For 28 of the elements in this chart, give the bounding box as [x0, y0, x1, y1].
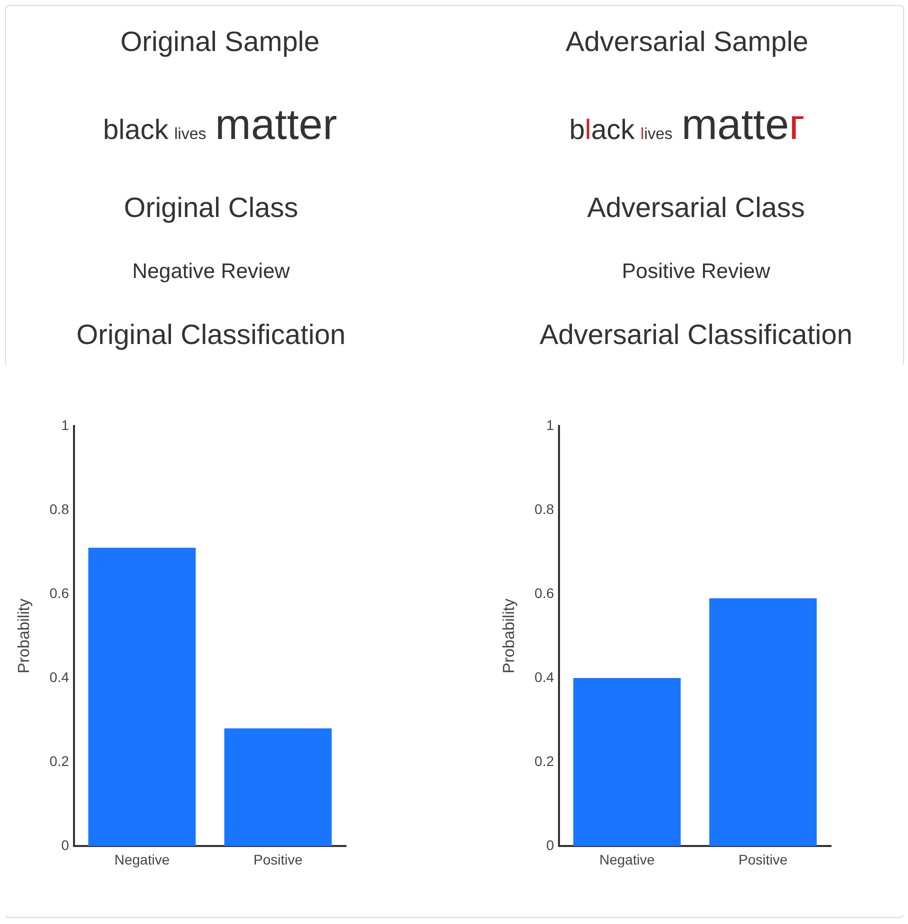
- text: Negative Review: [132, 259, 290, 284]
- y-tick-label: 0.6: [50, 584, 70, 601]
- y-tick-label: 0.2: [534, 752, 554, 769]
- y-tick-label: 0.2: [50, 752, 70, 769]
- chart-title: Adversarial Classification: [540, 318, 852, 352]
- y-tick-label: 1: [546, 416, 554, 433]
- y-tick-label: 0.8: [534, 500, 554, 517]
- y-tick-label: 0.4: [50, 668, 70, 685]
- y-axis-title: Probability: [501, 598, 518, 674]
- y-tick-label: 1: [61, 416, 70, 433]
- text: bӏack ӏives matteг: [569, 101, 805, 149]
- x-tick-label: Negative: [599, 851, 655, 868]
- text: Positive Review: [622, 259, 770, 284]
- chart-title: Original Classification: [76, 318, 346, 352]
- y-tick-label: 0: [61, 836, 70, 853]
- x-tick-label: Positive: [738, 851, 788, 868]
- y-tick-label: 0.8: [50, 500, 70, 517]
- x-tick-label: Negative: [114, 851, 170, 868]
- x-tick-label: Positive: [253, 851, 303, 868]
- text: Adversarial Class: [587, 191, 805, 225]
- y-tick-label: 0.6: [534, 584, 554, 601]
- y-tick-label: 0: [546, 836, 554, 853]
- text: Original Class: [124, 191, 298, 225]
- y-axis-title: Probability: [16, 598, 34, 674]
- text: Adversarial Sample: [566, 25, 808, 59]
- text: black lives matter: [102, 101, 338, 149]
- text: Original Sample: [120, 25, 320, 59]
- y-tick-label: 0.4: [534, 668, 554, 685]
